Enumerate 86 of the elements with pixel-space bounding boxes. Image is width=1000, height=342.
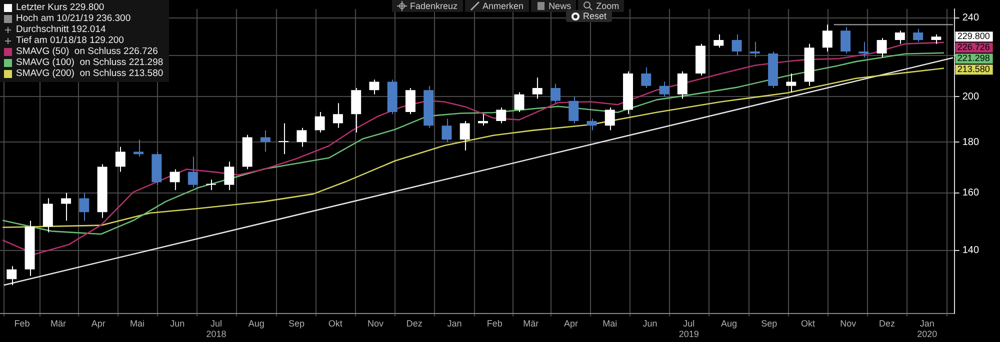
x-tick-label: Apr [91,318,106,328]
x-tick-label: Jun [170,318,185,328]
annotation: Zoom [596,1,620,11]
candlestick [206,179,216,191]
candlestick [840,26,851,54]
annotation: Fadenkreuz [410,1,458,11]
candlestick [604,106,615,131]
candlestick [677,70,688,100]
candlestick [641,66,652,89]
x-tick-label: Apr [564,318,578,328]
x-tick-label: Nov [368,318,384,328]
x-tick-label: Feb [486,318,502,328]
candlestick [750,41,760,58]
candlestick [115,146,126,172]
candlestick [568,96,579,124]
x-tick-label: Jul 2019 [678,318,699,340]
candlestick [714,34,724,48]
y-tick-label: 160 [962,188,980,199]
legend-label: Hoch am 10/21/19 236.300 [16,13,131,24]
text: 229.800 [957,31,990,42]
x-tick-label: Jun [642,318,658,328]
candlestick [296,127,307,148]
x-tick-label: Jan [447,318,462,328]
x-tick-label: Sep [761,318,778,328]
x-tick-label: Feb [14,318,30,328]
candlestick [224,161,234,191]
x-tick-label: Aug [248,318,264,328]
legend-label: Letzter Kurs 229.800 [16,2,104,13]
legend-label: SMAVG (100) on Schluss 221.298 [16,57,164,68]
candlestick [876,38,887,58]
candlestick [332,102,343,128]
candlestick [188,156,198,188]
candlestick [42,198,53,233]
candlestick [369,79,380,95]
candlestick [6,266,17,286]
candlestick [732,34,742,56]
candlestick [550,83,560,104]
x-tick-label: Nov [840,318,857,328]
x-tick-label: Jul 2018 [206,318,226,340]
x-tick-label: Okt [328,318,343,328]
candlestick [405,88,416,115]
candlestick [134,139,144,158]
x-tick-label: Jan 2020 [917,318,938,340]
x-tick-label: Mai [130,318,145,328]
x-tick-label: Mai [602,318,618,328]
candlestick [532,77,542,100]
annotation: Tief am 01/18/18 129.200 [16,35,124,46]
legend-label: SMAVG (50) on Schluss 226.726 [16,46,158,57]
x-tick-label: Dez [406,318,423,328]
candlestick [586,118,597,131]
candlestick [460,120,470,151]
x-tick-label: Okt [800,318,816,328]
x-tick-label: Aug [721,318,738,328]
candlestick [514,92,524,112]
data-label: 221.298 [957,53,990,64]
y-tick-label: 240 [962,12,980,24]
annotation: Durchschnitt 192.014 [16,24,106,35]
candlestick [79,192,90,222]
candlestick [61,192,72,222]
candlestick [278,122,289,155]
candlestick [314,111,325,134]
x-tick-label: Sep [288,318,305,328]
candlestick [931,34,942,44]
data-label: 226.726 [957,42,990,52]
y-tick-label: 140 [962,245,980,256]
candlestick [858,41,869,58]
candlestick [913,28,924,42]
annotation: Reset [583,11,607,21]
x-tick-label: Mär [523,318,539,328]
x-tick-label: Mär [50,318,66,328]
candlestick [496,106,506,124]
candlestick [170,168,180,191]
candlestick [822,24,832,52]
candlestick [894,30,905,44]
legend-label: SMAVG (200) on Schluss 213.580 [16,68,164,79]
candlestick [786,72,796,93]
data-label: 213.580 [957,64,990,74]
y-tick-label: 180 [962,136,980,148]
annotation: News [548,1,572,11]
candlestick [442,118,452,143]
x-tick-label: Dez [878,318,896,328]
candlestick [659,81,670,98]
candlestick [260,130,270,152]
candlestick [478,114,488,126]
y-tick-label: 200 [962,91,980,102]
annotation: Anmerken [482,1,524,11]
